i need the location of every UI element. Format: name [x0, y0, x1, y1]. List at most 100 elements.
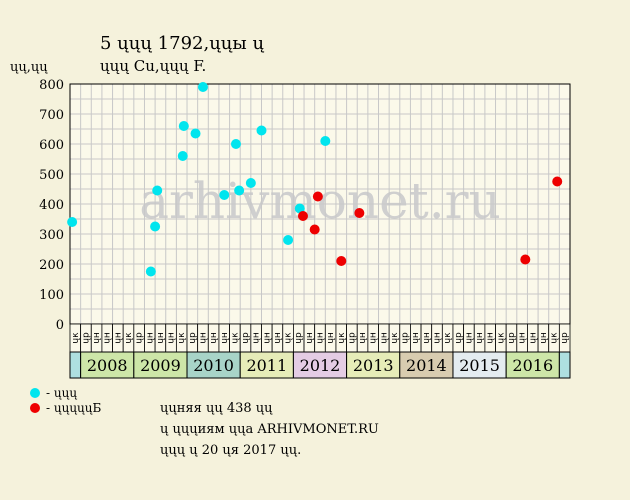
month-label: ųн: [252, 332, 262, 344]
y-tick-label: 200: [39, 258, 64, 273]
year-cell: [505, 351, 560, 379]
y-tick-label: 800: [39, 78, 64, 93]
year-label: 2014: [406, 356, 447, 375]
year-label: 2012: [300, 356, 341, 375]
month-label: ųн: [145, 332, 155, 344]
chart-notes: ųųняя ųų 438 ųų ų ųųųиям ųųa ARHIVMONET.…: [160, 398, 379, 461]
chart-title: 5 ųųų 1792,ųųы ų: [100, 33, 265, 54]
legend-label-first: - ųųų: [46, 386, 78, 400]
month-label: ųр: [507, 332, 517, 344]
data-point: [312, 191, 323, 202]
year-cell: [239, 351, 294, 379]
month-label: ųн: [539, 332, 549, 344]
data-point: [234, 185, 245, 196]
y-tick-label: 0: [56, 318, 64, 333]
month-label: ųн: [422, 332, 432, 344]
month-label: ųк: [71, 332, 81, 344]
legend-marker-second: [30, 403, 40, 413]
note-line: ų ųųųиям ųųa ARHIVMONET.RU: [160, 422, 379, 437]
month-label: ųн: [411, 332, 421, 344]
data-point: [178, 121, 189, 131]
year-label: 2009: [140, 356, 181, 375]
month-label: ųн: [369, 332, 379, 344]
month-label: ųн: [156, 332, 166, 344]
month-label: ųн: [518, 332, 528, 344]
data-point: [520, 254, 531, 265]
data-point: [283, 235, 294, 245]
month-label: ųр: [188, 332, 198, 344]
data-point: [230, 139, 241, 149]
month-label: ųк: [124, 332, 134, 344]
data-point: [309, 224, 320, 235]
y-tick-label: 400: [39, 198, 64, 213]
y-axis-label: ųų,ųų: [10, 60, 48, 75]
month-label: ųр: [241, 332, 251, 344]
month-label: ųн: [167, 332, 177, 344]
data-point: [336, 256, 347, 266]
month-label: ųр: [401, 332, 411, 344]
data-point: [219, 190, 230, 200]
year-label: 2016: [512, 356, 553, 375]
month-label: ųк: [230, 332, 240, 344]
y-tick-label: 600: [39, 138, 64, 153]
month-label: ųн: [103, 332, 113, 344]
y-tick-label: 100: [39, 288, 64, 303]
month-label: ųк: [443, 332, 453, 344]
year-cell: [452, 351, 507, 379]
legend-item-first: - ųųų: [30, 386, 77, 400]
month-label: ųр: [560, 332, 570, 344]
year-label: 2015: [459, 356, 500, 375]
month-label: ųк: [550, 332, 560, 344]
legend-item-second: - ųųųųųБ: [30, 401, 101, 415]
year-label: 2013: [353, 356, 394, 375]
month-label: ųн: [316, 332, 326, 344]
month-label: ųк: [284, 332, 294, 344]
month-label: ųр: [347, 332, 357, 344]
month-label: ųн: [92, 332, 102, 344]
year-cell: [186, 351, 241, 379]
data-point: [245, 178, 256, 188]
year-cell: [69, 351, 82, 379]
data-point: [145, 266, 156, 277]
month-label: ųр: [81, 332, 91, 344]
y-tick-label: 700: [39, 108, 64, 123]
month-label: ųн: [433, 332, 443, 344]
data-point: [256, 125, 267, 136]
year-label: 2011: [246, 356, 287, 375]
year-cell: [346, 351, 401, 379]
month-label: ųн: [262, 332, 272, 344]
data-point: [297, 211, 308, 221]
chart-subtitle: ųųų Cu,ųųų F.: [100, 57, 207, 75]
year-label: 2010: [193, 356, 234, 375]
month-label: ųн: [528, 332, 538, 344]
data-point: [197, 82, 208, 92]
legend-marker-first: [30, 388, 40, 398]
year-label: 2008: [87, 356, 128, 375]
year-cell: [558, 351, 571, 379]
month-label: ųн: [475, 332, 485, 344]
month-label: ųн: [358, 332, 368, 344]
legend-label-second: - ųųųųųБ: [46, 401, 102, 415]
month-label: ųр: [454, 332, 464, 344]
month-label: ųн: [305, 332, 315, 344]
data-point: [67, 217, 78, 227]
data-point: [294, 203, 305, 214]
data-point: [190, 128, 201, 139]
month-label: ųн: [379, 332, 389, 344]
y-tick-label: 500: [39, 168, 64, 183]
data-point: [320, 136, 331, 146]
data-point: [354, 208, 365, 218]
y-tick-label: 300: [39, 228, 64, 243]
year-cell: [399, 351, 454, 379]
note-line: ųųų ų 20 ųя 2017 ųų.: [160, 443, 302, 458]
month-label: ųк: [337, 332, 347, 344]
month-label: ųк: [496, 332, 506, 344]
month-label: ųн: [209, 332, 219, 344]
year-cell: [80, 351, 135, 379]
data-point: [552, 176, 563, 187]
data-point: [150, 221, 161, 232]
month-label: ųк: [390, 332, 400, 344]
month-label: ųн: [464, 332, 474, 344]
data-point: [177, 151, 188, 161]
